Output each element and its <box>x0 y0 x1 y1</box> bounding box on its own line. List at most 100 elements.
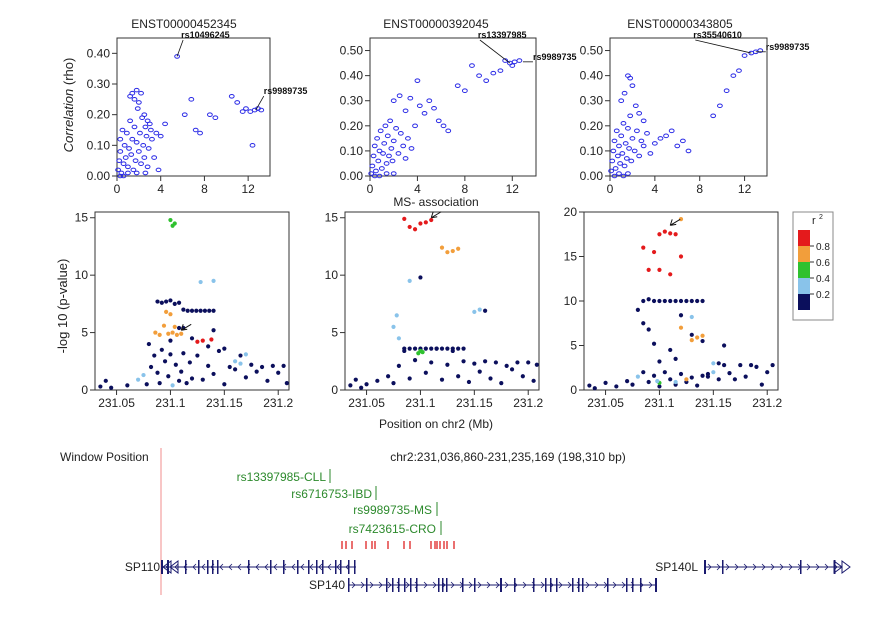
data-point <box>153 330 158 335</box>
data-point <box>395 151 402 156</box>
data-point <box>391 324 396 329</box>
gene-exon <box>217 560 219 574</box>
data-point <box>716 377 721 382</box>
gene-exon <box>626 578 628 592</box>
data-point <box>155 167 162 173</box>
data-point <box>636 153 643 159</box>
data-point <box>689 332 694 337</box>
plot-frame <box>94 211 290 391</box>
data-point <box>396 363 401 368</box>
data-point <box>644 131 650 136</box>
data-point <box>383 171 390 176</box>
data-point <box>276 370 281 375</box>
gene-exon <box>392 578 394 592</box>
data-point <box>206 112 213 117</box>
data-point <box>198 279 203 285</box>
data-point <box>119 127 126 133</box>
data-point <box>265 378 270 383</box>
data-point <box>368 171 375 176</box>
data-point <box>461 359 466 364</box>
y-tick-label: 0.00 <box>580 169 604 183</box>
data-point <box>668 298 673 304</box>
data-point <box>166 374 171 379</box>
strand-chevron <box>351 581 356 589</box>
gene-exon <box>404 578 406 592</box>
data-point <box>348 383 353 388</box>
y-tick-label: 0.00 <box>87 169 111 183</box>
data-point <box>249 143 256 148</box>
data-point <box>133 170 140 176</box>
data-point <box>407 278 412 284</box>
y-tick-label: 0.10 <box>580 144 604 158</box>
strand-chevron <box>360 581 365 589</box>
data-point <box>629 136 636 141</box>
data-point <box>476 73 482 78</box>
data-point <box>206 344 211 349</box>
snp-annotation: rs9989735 <box>264 86 308 96</box>
strand-chevron <box>423 581 428 589</box>
data-point <box>243 106 249 111</box>
data-point <box>132 158 139 163</box>
data-point <box>151 155 158 160</box>
gene-exon <box>572 578 574 592</box>
data-point <box>626 146 632 151</box>
snp-label: rs9989735-MS <box>353 503 432 517</box>
data-point <box>695 298 700 304</box>
data-point <box>168 217 173 223</box>
data-point <box>502 58 509 63</box>
data-point <box>526 360 531 365</box>
snp-annotation: rs10496245 <box>181 30 230 40</box>
data-point <box>461 346 466 351</box>
y-tick-label: 0.20 <box>87 108 111 122</box>
data-point <box>172 324 177 329</box>
data-point <box>610 148 617 154</box>
data-point <box>153 130 160 136</box>
data-point <box>668 377 673 382</box>
data-point <box>130 167 137 173</box>
gene-label: SP140 <box>309 578 345 592</box>
strand-chevron <box>309 563 314 571</box>
data-point <box>434 346 439 351</box>
data-point <box>159 300 164 305</box>
data-point <box>227 364 232 370</box>
y-tick-label: 10 <box>564 294 578 308</box>
data-point <box>673 232 678 237</box>
data-point <box>402 216 407 221</box>
data-point <box>623 156 630 161</box>
data-point <box>144 118 151 124</box>
y-tick-label: 10 <box>75 268 89 282</box>
data-point <box>612 166 619 171</box>
data-point <box>668 231 673 236</box>
data-point <box>197 130 203 136</box>
y-tick-label: 0.30 <box>580 94 604 108</box>
data-point <box>238 361 243 366</box>
y-tick-label: 20 <box>564 205 578 219</box>
data-point <box>618 133 625 139</box>
data-point <box>164 299 169 304</box>
data-point <box>384 133 391 139</box>
data-point <box>477 307 482 312</box>
data-point <box>117 149 124 154</box>
data-point <box>722 362 727 368</box>
data-point <box>181 307 186 312</box>
strand-chevron <box>192 563 197 571</box>
x-tick-label: 8 <box>696 182 703 196</box>
data-point <box>426 98 433 104</box>
data-point <box>628 158 635 164</box>
data-point <box>402 156 409 161</box>
gene-sp140: SP140 <box>309 578 657 592</box>
data-point <box>168 338 173 343</box>
data-point <box>732 377 737 382</box>
data-point <box>390 98 397 104</box>
data-point <box>439 245 445 250</box>
x-tick-label: 231.15 <box>206 396 243 410</box>
data-point <box>142 170 149 176</box>
data-point <box>454 83 461 88</box>
data-point <box>131 97 138 102</box>
data-point <box>636 110 643 116</box>
y-tick-label: 0 <box>570 383 577 397</box>
strand-chevron <box>378 581 383 589</box>
data-point <box>450 248 455 254</box>
data-point <box>466 379 472 385</box>
data-point <box>641 321 646 326</box>
